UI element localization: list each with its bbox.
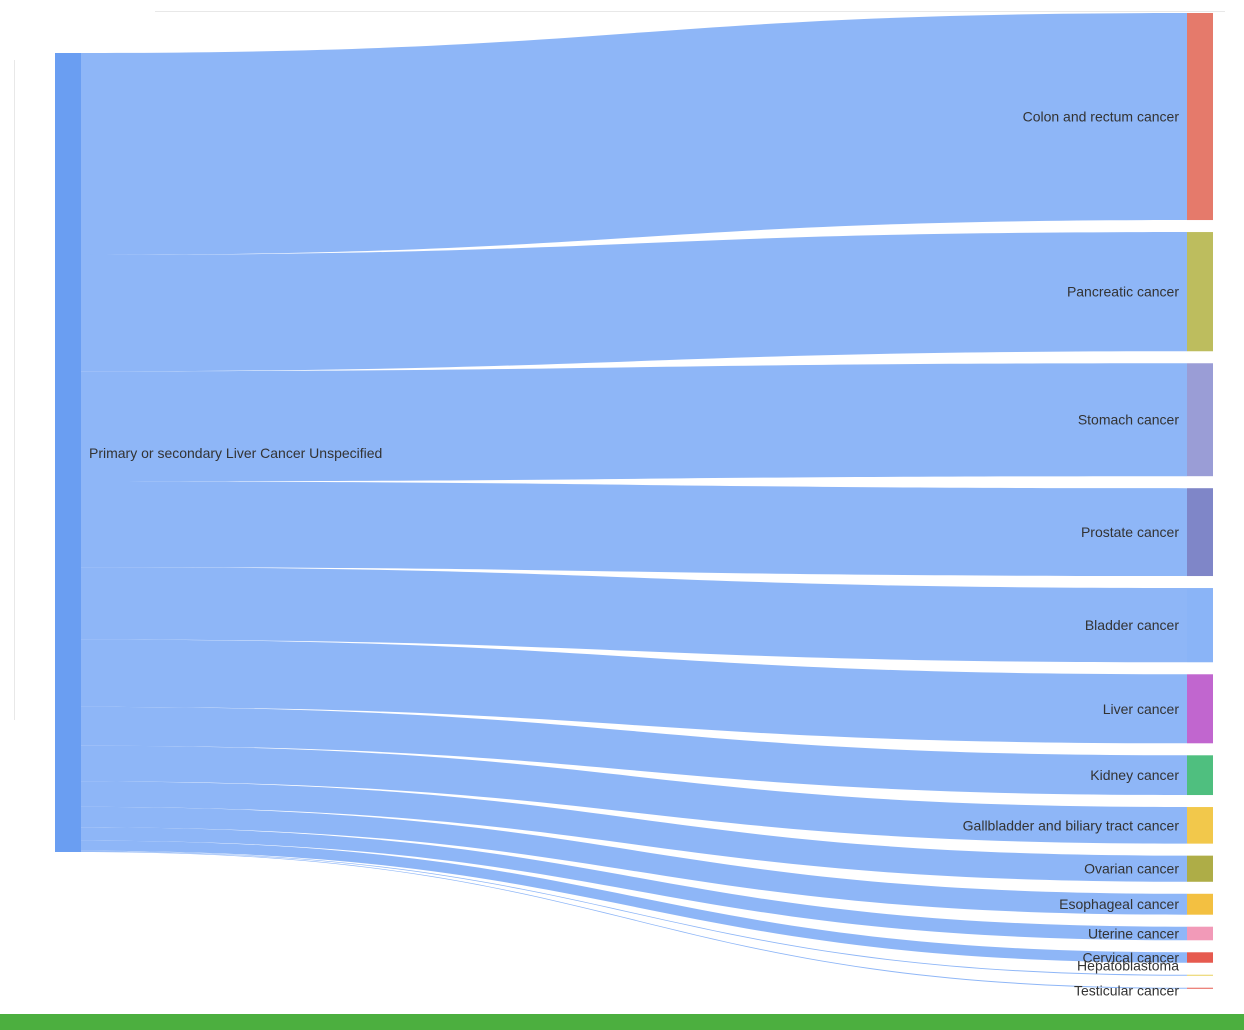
label-cervical-cancer: Cervical cancer xyxy=(1083,950,1180,966)
frame-left-line xyxy=(14,60,15,720)
node-esophageal-cancer xyxy=(1187,893,1213,915)
link-ovarian-cancer xyxy=(81,781,1187,882)
label-liver-cancer: Liver cancer xyxy=(1103,701,1180,717)
link-cervical-cancer xyxy=(81,840,1187,963)
node-pancreatic-cancer xyxy=(1187,232,1213,352)
sankey-labels: Colon and rectum cancer Pancreatic cancer… xyxy=(89,109,1179,999)
link-colon-and-rectum-cancer xyxy=(81,13,1187,255)
label-gallbladder-and-biliary-tract-cancer: Gallbladder and biliary tract cancer xyxy=(963,817,1180,833)
label-source: Primary or secondary Liver Cancer Unspec… xyxy=(89,445,382,461)
link-esophageal-cancer xyxy=(81,806,1187,915)
label-hepatoblastoma: Hepatoblastoma xyxy=(1077,958,1179,974)
label-esophageal-cancer: Esophageal cancer xyxy=(1059,896,1179,912)
link-liver-cancer xyxy=(81,639,1187,744)
label-colon-and-rectum-cancer: Colon and rectum cancer xyxy=(1023,109,1180,125)
node-stomach-cancer xyxy=(1187,363,1213,477)
link-uterine-cancer xyxy=(81,827,1187,941)
node-prostate-cancer xyxy=(1187,488,1213,577)
node-bladder-cancer xyxy=(1187,588,1213,663)
label-uterine-cancer: Uterine cancer xyxy=(1088,925,1179,941)
link-gallbladder-and-biliary-tract-cancer xyxy=(81,745,1187,844)
label-pancreatic-cancer: Pancreatic cancer xyxy=(1067,284,1179,300)
node-kidney-cancer xyxy=(1187,755,1213,796)
label-ovarian-cancer: Ovarian cancer xyxy=(1084,861,1179,877)
link-pancreatic-cancer xyxy=(81,232,1187,372)
node-uterine-cancer xyxy=(1187,926,1213,941)
link-hepatoblastoma xyxy=(81,850,1187,976)
node-ovarian-cancer xyxy=(1187,855,1213,882)
label-prostate-cancer: Prostate cancer xyxy=(1081,524,1179,540)
node-gallbladder-and-biliary-tract-cancer xyxy=(1187,807,1213,844)
label-bladder-cancer: Bladder cancer xyxy=(1085,617,1180,633)
link-bladder-cancer xyxy=(81,567,1187,663)
sankey-links xyxy=(81,13,1187,989)
link-prostate-cancer xyxy=(81,481,1187,577)
sankey-nodes xyxy=(55,13,1213,989)
node-colon-and-rectum-cancer xyxy=(1187,13,1213,221)
node-source xyxy=(55,53,81,852)
frame-top-line xyxy=(155,11,1225,12)
link-kidney-cancer xyxy=(81,706,1187,796)
node-liver-cancer xyxy=(1187,674,1213,744)
node-testicular-cancer xyxy=(1187,987,1213,989)
node-hepatoblastoma xyxy=(1187,974,1213,976)
label-kidney-cancer: Kidney cancer xyxy=(1090,767,1179,783)
node-cervical-cancer xyxy=(1187,952,1213,963)
link-testicular-cancer xyxy=(81,851,1187,989)
footer-band xyxy=(0,1014,1244,1030)
label-stomach-cancer: Stomach cancer xyxy=(1078,412,1179,428)
link-stomach-cancer xyxy=(81,363,1187,482)
label-testicular-cancer: Testicular cancer xyxy=(1074,983,1179,999)
